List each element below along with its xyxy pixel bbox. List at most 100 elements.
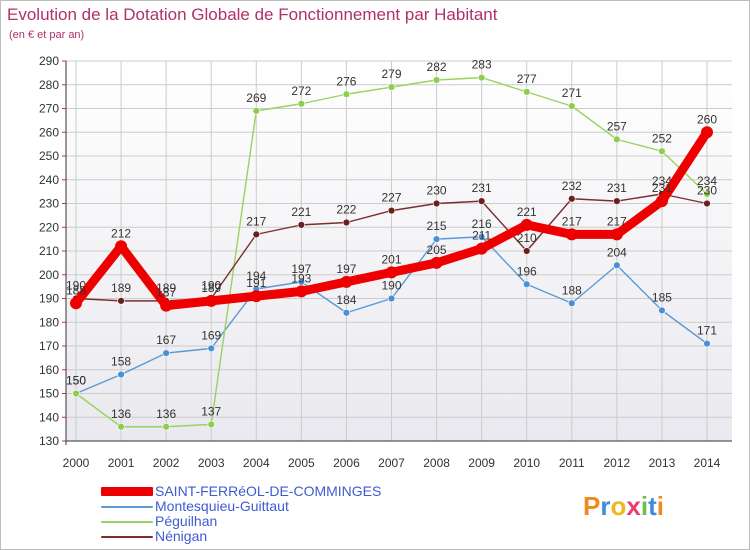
data-label: 227 xyxy=(381,191,401,205)
logo-letter: r xyxy=(600,491,611,521)
data-point xyxy=(568,102,576,110)
data-label: 279 xyxy=(381,67,401,81)
data-point xyxy=(432,76,441,84)
y-tick-label: 200 xyxy=(39,268,59,282)
data-label: 136 xyxy=(156,407,176,421)
data-point xyxy=(295,285,308,298)
data-point xyxy=(117,297,125,305)
logo-letter: P xyxy=(583,491,601,521)
data-label: 277 xyxy=(517,72,537,86)
logo-letter: o xyxy=(610,491,627,521)
data-point xyxy=(432,199,441,208)
data-label: 197 xyxy=(336,262,356,276)
data-point xyxy=(703,339,711,348)
data-label: 211 xyxy=(472,229,491,243)
data-point xyxy=(297,100,306,108)
y-tick-label: 190 xyxy=(39,292,59,306)
data-label: 215 xyxy=(427,219,447,233)
data-point xyxy=(385,266,398,279)
data-point xyxy=(520,218,533,231)
data-point xyxy=(340,275,353,288)
data-label: 190 xyxy=(381,279,401,293)
data-label: 185 xyxy=(652,290,672,304)
data-point xyxy=(613,197,621,205)
data-label: 190 xyxy=(201,279,221,293)
data-label: 221 xyxy=(517,205,537,219)
data-point xyxy=(523,280,531,288)
x-tick-label: 2001 xyxy=(108,456,135,470)
chart-subtitle: (en € et par an) xyxy=(9,29,85,41)
data-label: 204 xyxy=(607,245,627,259)
data-label: 205 xyxy=(427,243,447,257)
y-tick-label: 230 xyxy=(39,197,59,211)
data-label: 189 xyxy=(111,281,131,295)
data-point xyxy=(477,197,486,205)
data-point xyxy=(72,389,80,398)
data-label: 234 xyxy=(697,174,717,188)
logo-letter: x xyxy=(626,491,641,521)
logo-letter: i xyxy=(656,491,664,521)
data-point xyxy=(250,290,263,303)
data-point xyxy=(162,423,170,431)
data-point xyxy=(701,126,713,139)
data-label: 272 xyxy=(291,84,311,98)
data-point xyxy=(387,206,396,215)
x-tick-label: 2009 xyxy=(468,456,495,470)
data-label: 231 xyxy=(472,181,492,195)
legend-swatch xyxy=(101,521,153,523)
data-point xyxy=(342,218,351,227)
data-point xyxy=(475,242,488,255)
y-tick-label: 170 xyxy=(39,339,59,353)
data-point xyxy=(658,147,666,155)
data-label: 217 xyxy=(607,214,627,228)
data-point xyxy=(703,190,711,198)
data-label: 260 xyxy=(697,112,717,126)
data-label: 189 xyxy=(201,281,221,295)
data-point xyxy=(207,420,215,429)
y-tick-label: 150 xyxy=(39,387,59,401)
axes: 130 140 150 160 170 180 190 200 210 220 230 240 250 2… xyxy=(39,54,732,470)
x-tick-label: 2006 xyxy=(333,456,360,470)
data-point xyxy=(387,83,396,91)
data-label: 210 xyxy=(517,231,537,245)
data-label: 234 xyxy=(652,174,672,188)
data-label: 231 xyxy=(652,181,672,195)
data-point xyxy=(432,235,441,243)
data-point xyxy=(252,107,260,115)
series-p-guilhan: 150 136 136 137 269 272 276 279 282 283 277 271 257 2… xyxy=(66,58,717,431)
data-point xyxy=(613,261,621,269)
y-tick-label: 130 xyxy=(39,434,59,448)
logo-letter: t xyxy=(648,491,657,521)
series-montesquieu-guittaut: 150 158 167 169 194 197 184 190 215 216 196 188 204 1… xyxy=(66,217,717,398)
data-label: 201 xyxy=(381,252,401,266)
data-label: 158 xyxy=(111,355,131,369)
x-tick-label: 2003 xyxy=(198,456,225,470)
y-tick-label: 250 xyxy=(39,149,59,163)
legend-label: Péguilhan xyxy=(155,513,218,529)
data-point xyxy=(655,195,668,208)
data-label: 217 xyxy=(246,214,266,228)
data-point xyxy=(565,228,578,241)
data-point xyxy=(523,247,531,255)
x-tick-label: 2007 xyxy=(378,456,405,470)
y-tick-label: 240 xyxy=(39,173,59,187)
data-point xyxy=(160,299,173,312)
y-tick-label: 160 xyxy=(39,363,59,377)
data-label: 184 xyxy=(336,293,356,307)
x-tick-label: 2011 xyxy=(559,456,585,470)
logo-letter: i xyxy=(640,491,649,521)
x-tick-label: 2014 xyxy=(694,456,721,470)
data-label: 216 xyxy=(472,217,492,231)
data-label: 230 xyxy=(697,184,717,198)
y-tick-label: 290 xyxy=(39,54,59,68)
data-label: 257 xyxy=(607,119,627,133)
legend-label: Nénigan xyxy=(155,528,208,544)
data-label: 136 xyxy=(111,407,131,421)
data-point xyxy=(117,423,125,431)
data-label: 222 xyxy=(336,203,356,217)
y-tick-label: 260 xyxy=(39,125,59,139)
